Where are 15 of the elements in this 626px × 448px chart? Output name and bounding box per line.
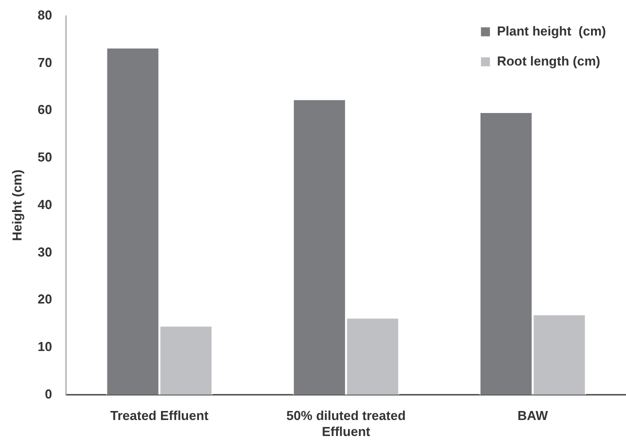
x-tick-label: Treated Effluent <box>110 408 210 424</box>
legend-label: Plant height (cm) <box>496 23 606 38</box>
y-axis-title: Height (cm) <box>9 170 24 242</box>
y-tick-label: 40 <box>38 196 52 212</box>
y-tick-label: 10 <box>38 339 52 354</box>
y-tick-label: 70 <box>38 54 52 70</box>
x-tick-label: 50% diluted treated Effluent <box>286 408 406 439</box>
y-tick-label: 30 <box>38 244 52 260</box>
legend-label: Root length (cm) <box>496 53 600 68</box>
y-tick-label: 80 <box>38 7 52 22</box>
x-tick-label: BAW <box>518 408 549 424</box>
y-tick-label: 60 <box>38 102 52 118</box>
y-tick-label: 20 <box>38 292 52 307</box>
y-tick-label: 0 <box>44 386 52 402</box>
y-tick-label: 50 <box>38 150 52 165</box>
